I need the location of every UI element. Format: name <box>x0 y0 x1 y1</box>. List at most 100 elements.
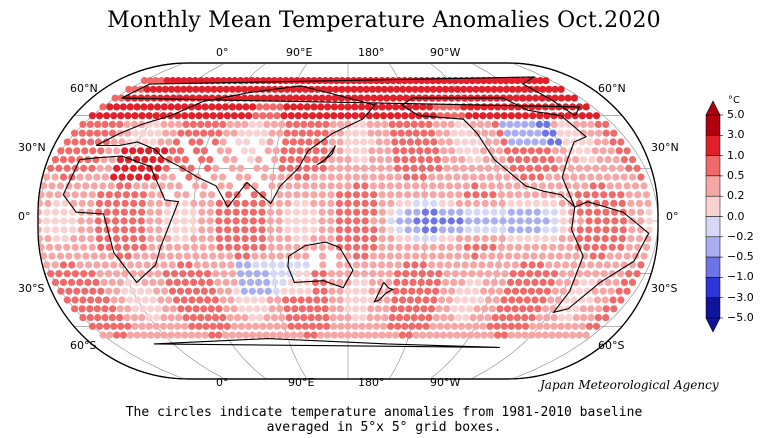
anomaly-dot <box>283 331 291 339</box>
anomaly-dot <box>270 77 279 85</box>
anomaly-dot <box>284 217 292 225</box>
anomaly-dot <box>167 103 175 111</box>
anomaly-dot <box>415 322 423 330</box>
anomaly-dot <box>109 305 117 313</box>
anomaly-dot <box>103 112 111 120</box>
anomaly-dot <box>155 199 163 207</box>
anomaly-dot <box>439 226 447 234</box>
anomaly-dot <box>182 120 190 128</box>
anomaly-dot <box>471 182 479 190</box>
anomaly-dot <box>387 243 395 251</box>
anomaly-dot <box>482 278 490 286</box>
anomaly-dot <box>118 138 126 146</box>
anomaly-dot <box>547 182 555 190</box>
anomaly-dot <box>198 156 206 164</box>
anomaly-dot <box>394 112 402 120</box>
colorbar-segment <box>705 175 721 197</box>
anomaly-dot <box>507 199 515 207</box>
anomaly-dot <box>284 208 292 216</box>
anomaly-dot <box>466 85 474 93</box>
anomaly-dot <box>55 164 63 172</box>
anomaly-dot <box>262 331 270 339</box>
anomaly-dot <box>425 156 433 164</box>
anomaly-dot <box>595 129 603 137</box>
anomaly-dot <box>71 296 79 304</box>
anomaly-dot <box>350 85 358 93</box>
anomaly-dot <box>240 287 248 295</box>
anomaly-dot <box>227 296 235 304</box>
anomaly-dot <box>118 173 126 181</box>
anomaly-dot <box>155 85 163 93</box>
colorbar-tick-label: 3.0 <box>727 128 745 142</box>
anomaly-dot <box>592 112 601 120</box>
anomaly-dot <box>218 261 227 269</box>
anomaly-dot <box>352 173 360 181</box>
anomaly-dot <box>138 226 146 234</box>
anomaly-dot <box>642 243 651 251</box>
anomaly-dot <box>293 252 301 260</box>
anomaly-dot <box>591 243 599 251</box>
anomaly-dot <box>575 331 584 339</box>
anomaly-dot <box>249 208 257 216</box>
anomaly-dot <box>259 243 267 251</box>
anomaly-dot <box>250 235 258 243</box>
anomaly-dot <box>620 217 628 225</box>
anomaly-dot <box>435 270 443 278</box>
anomaly-dot <box>329 305 337 313</box>
anomaly-dot <box>367 129 375 137</box>
anomaly-dot <box>365 112 373 120</box>
anomaly-dot <box>141 182 149 190</box>
anomaly-dot <box>327 235 335 243</box>
anomaly-dot <box>395 191 403 199</box>
anomaly-dot <box>572 120 580 128</box>
anomaly-dot <box>564 112 572 120</box>
anomaly-dot <box>292 226 300 234</box>
anomaly-dot <box>124 112 132 120</box>
anomaly-dot <box>206 278 214 286</box>
anomaly-dot <box>399 296 407 304</box>
anomaly-dot <box>352 287 360 295</box>
anomaly-dot <box>256 287 264 295</box>
anomaly-dot <box>314 314 323 322</box>
anomaly-dot <box>76 278 84 286</box>
anomaly-dot <box>368 85 376 93</box>
anomaly-dot <box>516 217 524 225</box>
anomaly-dot <box>550 235 558 243</box>
anomaly-dot <box>567 287 575 295</box>
anomaly-dot <box>404 199 412 207</box>
anomaly-dot <box>255 103 264 111</box>
anomaly-dot <box>327 217 335 225</box>
anomaly-dot <box>551 287 560 295</box>
colorbar-tick-label: −3.0 <box>727 290 754 304</box>
anomaly-dot <box>122 243 130 251</box>
anomaly-dot <box>408 112 416 120</box>
colorbar-tick-label: −5.0 <box>727 311 754 324</box>
anomaly-dot <box>495 261 503 269</box>
anomaly-dot <box>146 208 154 216</box>
anomaly-dot <box>500 331 509 339</box>
anomaly-dot <box>173 243 182 251</box>
anomaly-dot <box>301 322 309 330</box>
anomaly-dot <box>545 85 553 93</box>
anomaly-dot <box>466 278 474 286</box>
anomaly-dot <box>86 217 94 225</box>
anomaly-dot <box>344 208 352 216</box>
anomaly-dot <box>113 270 121 278</box>
anomaly-dot <box>378 252 386 260</box>
anomaly-dot <box>547 156 555 164</box>
anomaly-dot <box>307 314 315 322</box>
anomaly-dot <box>473 208 481 216</box>
anomaly-dot <box>195 322 203 330</box>
anomaly-dot <box>310 235 318 243</box>
anomaly-dot <box>530 252 538 260</box>
anomaly-dot <box>425 120 433 128</box>
anomaly-dot <box>636 226 645 234</box>
anomaly-dot <box>539 278 547 286</box>
anomaly-dot <box>369 164 377 172</box>
anomaly-dot <box>602 305 610 313</box>
anomaly-dot <box>439 331 447 339</box>
anomaly-dot <box>386 252 394 260</box>
anomaly-dot <box>182 243 190 251</box>
anomaly-dot <box>158 182 166 190</box>
anomaly-dot <box>272 147 280 155</box>
